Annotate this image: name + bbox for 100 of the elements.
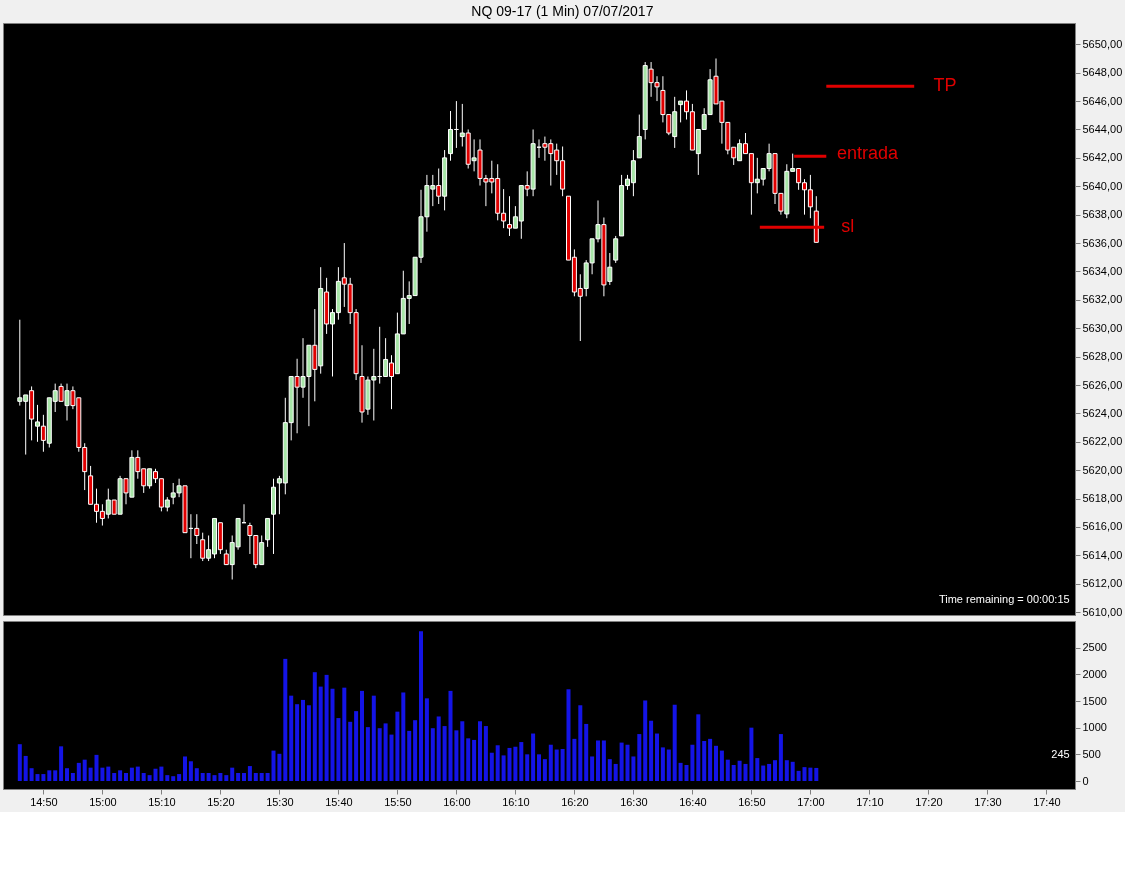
bar [660, 747, 665, 781]
bar [601, 740, 606, 781]
x-tick-label: 15:40 [325, 795, 353, 808]
bar [773, 760, 777, 781]
y-tick-label: 5646,00 [1082, 94, 1123, 107]
bar [495, 745, 500, 781]
bar [82, 759, 87, 781]
bar [224, 775, 229, 781]
bar [672, 704, 677, 781]
bar [702, 741, 707, 781]
bar [719, 750, 724, 781]
x-tick-label: 16:20 [561, 795, 589, 808]
annotation: entrada [837, 143, 900, 164]
bar [47, 770, 52, 781]
y-tick-label: 5644,00 [1082, 122, 1123, 135]
bar [478, 721, 482, 781]
x-tick-label: 16:10 [502, 795, 530, 808]
bar [814, 767, 819, 781]
bar [306, 705, 311, 781]
chart-title: NQ 09-17 (1 Min) 07/07/2017 [471, 2, 654, 19]
x-tick-label: 16:40 [679, 795, 707, 808]
x-tick-label: 14:50 [30, 795, 58, 808]
y-tick-label: 500 [1082, 747, 1101, 760]
x-tick-label: 17:10 [856, 795, 884, 808]
bar [460, 721, 465, 781]
y-tick-label: 5622,00 [1082, 435, 1123, 448]
bar [525, 754, 530, 781]
y-tick-label: 5620,00 [1082, 463, 1123, 476]
bar [784, 760, 789, 781]
bar [265, 773, 270, 781]
bar [537, 754, 541, 781]
bar [731, 765, 736, 781]
bar [141, 773, 146, 781]
y-tick-label: 5616,00 [1082, 520, 1123, 533]
bar [596, 740, 600, 781]
x-tick-label: 16:30 [620, 795, 648, 808]
bar [53, 770, 58, 781]
bar [725, 759, 730, 781]
bar [796, 770, 801, 781]
bar [88, 767, 93, 781]
bar [365, 727, 370, 781]
y-tick-label: 2000 [1082, 667, 1107, 680]
bar [678, 762, 683, 781]
candlestick [265, 517, 271, 548]
bar [17, 744, 22, 781]
x-tick-label: 15:30 [266, 795, 294, 808]
y-tick-label: 5634,00 [1082, 264, 1123, 277]
bar [554, 749, 559, 781]
bar [643, 700, 648, 781]
bar [289, 695, 294, 781]
bar [377, 728, 382, 781]
bar [531, 733, 536, 781]
bar [436, 716, 441, 781]
bar [65, 768, 69, 781]
y-tick-label: 5630,00 [1082, 321, 1123, 334]
bar [354, 711, 359, 781]
y-tick-label: 5610,00 [1082, 605, 1123, 618]
bar [407, 730, 412, 781]
bar [666, 749, 671, 781]
bar [247, 766, 252, 781]
bar [283, 658, 288, 781]
bar [613, 763, 618, 781]
bar [501, 755, 506, 781]
bar [324, 674, 329, 781]
bar [360, 690, 364, 781]
x-tick-label: 15:00 [89, 795, 117, 808]
bar [230, 767, 235, 781]
bar [259, 773, 264, 781]
bar [76, 762, 81, 781]
bar [790, 761, 795, 781]
bar [714, 745, 718, 781]
bar [737, 760, 742, 781]
x-tick-label: 16:50 [738, 795, 766, 808]
bar [200, 773, 205, 781]
bar [312, 672, 317, 781]
annotation: sl [841, 216, 855, 237]
bar [619, 742, 624, 781]
x-tick-label: 17:00 [797, 795, 825, 808]
bar [295, 704, 300, 781]
bar [59, 746, 64, 781]
bar [542, 759, 547, 781]
bar [118, 770, 123, 781]
bar [584, 723, 589, 781]
bar [472, 739, 477, 781]
y-tick-label: 5632,00 [1082, 293, 1123, 306]
y-tick-label: 5650,00 [1082, 37, 1123, 50]
bar [560, 749, 565, 781]
bar [135, 766, 140, 781]
bar [761, 765, 766, 781]
bar [442, 726, 447, 781]
x-tick-label: 17:30 [974, 795, 1002, 808]
y-tick-label: 5636,00 [1082, 236, 1123, 249]
y-tick-label: 5626,00 [1082, 378, 1123, 391]
bar [371, 695, 376, 781]
bar [401, 692, 406, 781]
y-tick-label: 5624,00 [1082, 406, 1123, 419]
bar [301, 699, 305, 781]
bar [607, 759, 612, 781]
x-tick-label: 15:50 [384, 795, 412, 808]
bar [183, 756, 187, 781]
